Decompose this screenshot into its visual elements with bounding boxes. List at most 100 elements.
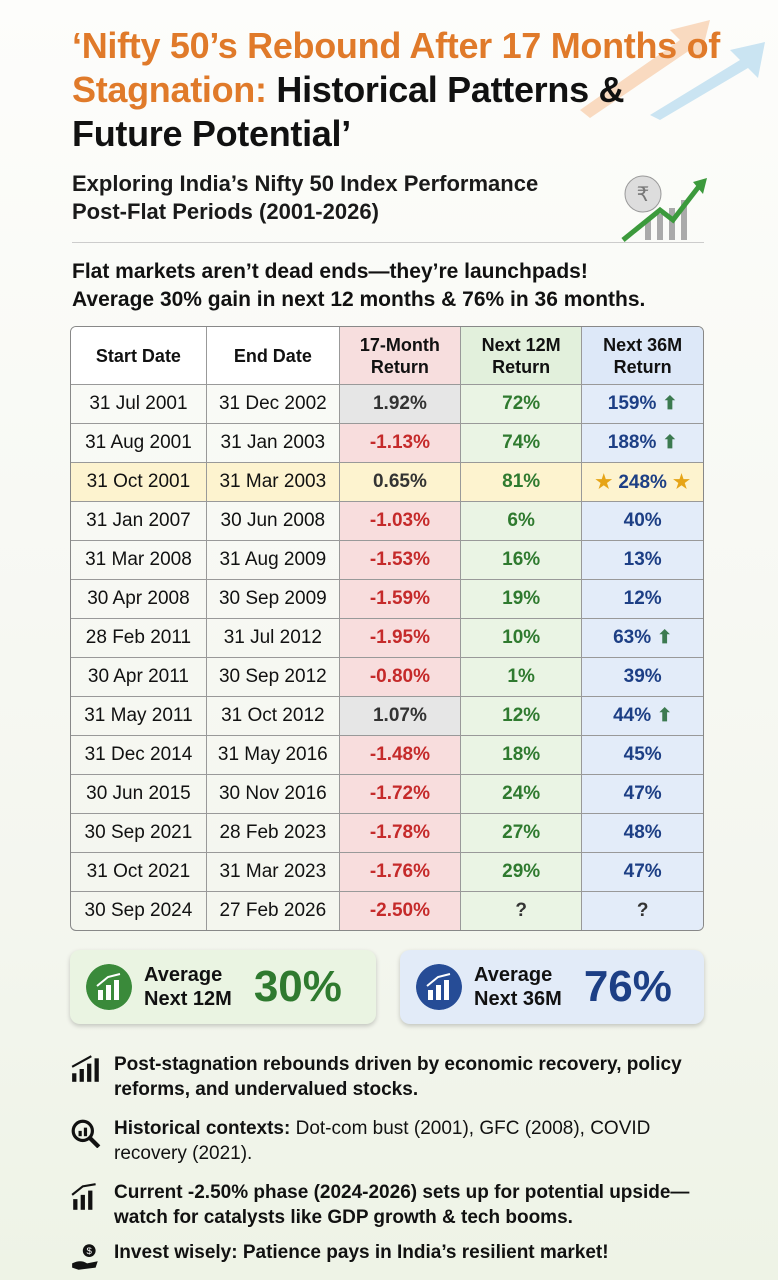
chart-icon bbox=[86, 964, 132, 1010]
cell-text: 188% bbox=[607, 432, 657, 453]
table-cell: -1.48% bbox=[339, 736, 462, 775]
star-icon: ★ bbox=[672, 471, 690, 493]
cell-text: 30 Apr 2011 bbox=[87, 666, 189, 687]
table-cell: 30 Sep 2009 bbox=[206, 580, 340, 619]
column-header: Start Date bbox=[71, 327, 207, 385]
cell-text: 30 Sep 2012 bbox=[218, 666, 327, 687]
table-cell: -1.03% bbox=[339, 502, 462, 541]
cell-text: 27% bbox=[502, 822, 541, 843]
cell-text: 29% bbox=[502, 861, 541, 882]
cell-text: -1.72% bbox=[369, 783, 431, 804]
table-cell: 31 Jul 2012 bbox=[206, 619, 340, 658]
cell-text: 31 Dec 2014 bbox=[84, 744, 193, 765]
table-cell: -1.76% bbox=[339, 853, 462, 892]
cell-text: -0.80% bbox=[369, 666, 431, 687]
rupee-icon: ₹ bbox=[621, 175, 707, 242]
table-cell: -1.59% bbox=[339, 580, 462, 619]
table-cell: 1.92% bbox=[339, 385, 462, 424]
cell-text: 159% bbox=[607, 393, 657, 414]
column-header: End Date bbox=[206, 327, 340, 385]
cell-text: 30 Sep 2024 bbox=[84, 900, 193, 921]
average-label-line: Average bbox=[474, 964, 553, 986]
cell-text: 28 Feb 2011 bbox=[85, 627, 192, 648]
table-cell: 72% bbox=[461, 385, 583, 424]
cell-text: 30 Apr 2008 bbox=[87, 588, 190, 609]
table-row: 30 Jun 2015 30 Nov 2016 -1.72% 24% 47% bbox=[71, 775, 703, 814]
cell-text: 12% bbox=[502, 705, 541, 726]
table-cell: 12% bbox=[461, 697, 583, 736]
table-cell: 24% bbox=[461, 775, 583, 814]
bullet-bold: Current -2.50% phase (2024-2026) sets up… bbox=[114, 1182, 690, 1228]
table-cell: 31 Oct 2012 bbox=[206, 697, 340, 736]
table-cell: 30 Jun 2008 bbox=[206, 502, 340, 541]
tagline-line: Flat markets aren’t dead ends—they’re la… bbox=[72, 260, 588, 283]
table-cell: 47% bbox=[582, 775, 703, 814]
cell-text: 63% bbox=[613, 627, 652, 648]
bullet-text: Historical contexts: Dot-com bust (2001)… bbox=[114, 1116, 710, 1166]
cell-text: 47% bbox=[623, 861, 662, 882]
cell-text: 47% bbox=[623, 783, 662, 804]
table-cell: -1.53% bbox=[339, 541, 462, 580]
cell-text: 18% bbox=[502, 744, 541, 765]
table-cell: 48% bbox=[582, 814, 703, 853]
table-cell: 10% bbox=[461, 619, 583, 658]
cell-text: 1.92% bbox=[372, 393, 427, 414]
table-cell: 1% bbox=[461, 658, 583, 697]
svg-text:$: $ bbox=[87, 1246, 93, 1257]
cell-text: 31 Aug 2009 bbox=[219, 549, 327, 570]
table-cell: 27 Feb 2026 bbox=[207, 892, 340, 930]
cell-text: 13% bbox=[623, 549, 662, 570]
table-cell: 6% bbox=[461, 502, 583, 541]
title-rest: Historical Patterns & Future Potential’ bbox=[72, 69, 625, 154]
bullet-icon bbox=[71, 1119, 101, 1148]
chart-icon bbox=[416, 964, 462, 1010]
title-highlight: ‘Nifty 50’s Rebound After 17 Months of S… bbox=[72, 25, 720, 110]
table-cell: -0.80% bbox=[339, 658, 462, 697]
cell-text: 19% bbox=[502, 588, 541, 609]
up-arrow-icon: ⬆ bbox=[657, 705, 673, 725]
cell-text: 39% bbox=[623, 666, 662, 687]
table-cell: 31 Jul 2001 bbox=[71, 385, 207, 424]
cell-text: 31 Jul 2012 bbox=[223, 627, 322, 648]
bullet-icon: $ bbox=[72, 1244, 98, 1270]
cell-text: -1.95% bbox=[369, 627, 431, 648]
up-arrow-icon: ⬆ bbox=[657, 627, 673, 647]
subtitle-line: Exploring India’s Nifty 50 Index Perform… bbox=[72, 171, 539, 196]
cell-text: 31 May 2011 bbox=[84, 705, 193, 726]
cell-text: ? bbox=[636, 900, 649, 921]
cell-text: -1.78% bbox=[369, 822, 431, 843]
table-cell: 30 Nov 2016 bbox=[206, 775, 340, 814]
table-cell: 28 Feb 2011 bbox=[71, 619, 207, 658]
bullet: Historical contexts: Dot-com bust (2001)… bbox=[70, 1116, 710, 1166]
column-header: Next 36M Return bbox=[582, 327, 703, 385]
cell-text: 31 Mar 2003 bbox=[219, 471, 327, 492]
table-cell: 188% ⬆ bbox=[582, 424, 703, 463]
bullet: $ Invest wisely: Patience pays in India’s… bbox=[70, 1240, 710, 1272]
table-cell: 30 Sep 2024 bbox=[71, 892, 207, 930]
subtitle-line: Post-Flat Periods (2001-2026) bbox=[72, 199, 379, 224]
table-cell: 27% bbox=[461, 814, 583, 853]
table-cell: 44% ⬆ bbox=[582, 697, 703, 736]
average-value: 30% bbox=[253, 962, 342, 1011]
subtitle: Exploring India’s Nifty 50 Index Perform… bbox=[72, 170, 538, 226]
cell-text: 45% bbox=[623, 744, 662, 765]
table-row: 30 Sep 2021 28 Feb 2023 -1.78% 27% 48% bbox=[71, 814, 703, 853]
cell-text: 0.65% bbox=[372, 471, 427, 492]
cell-text: -1.03% bbox=[369, 510, 431, 531]
table-cell: 31 May 2016 bbox=[206, 736, 340, 775]
cell-text: 1.07% bbox=[372, 705, 427, 726]
table-cell: -1.95% bbox=[339, 619, 462, 658]
table-cell: 31 Oct 2021 bbox=[71, 853, 207, 892]
table-row: 30 Apr 2008 30 Sep 2009 -1.59% 19% 12% bbox=[71, 580, 703, 619]
up-arrow-icon: ⬆ bbox=[662, 432, 678, 452]
cell-text: 30 Nov 2016 bbox=[218, 783, 327, 804]
table-cell: 31 May 2011 bbox=[71, 697, 207, 736]
bullet-text: Invest wisely: Patience pays in India’s … bbox=[114, 1240, 609, 1272]
cell-text: 248% bbox=[618, 471, 667, 493]
cell-text: 31 Jan 2003 bbox=[220, 432, 326, 453]
table-cell: 19% bbox=[461, 580, 583, 619]
cell-text: 10% bbox=[502, 627, 541, 648]
table-cell: 31 Aug 2001 bbox=[71, 424, 207, 463]
table-row: 31 Dec 2014 31 May 2016 -1.48% 18% 45% bbox=[71, 736, 703, 775]
